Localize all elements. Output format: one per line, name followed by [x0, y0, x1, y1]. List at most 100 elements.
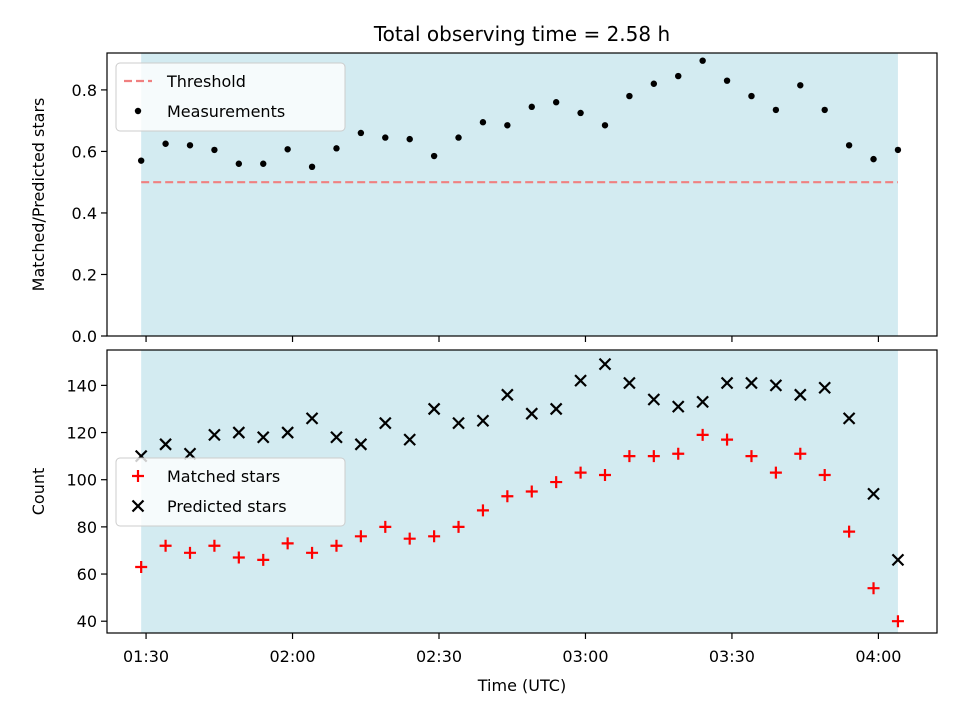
- matched-stars-point: [330, 539, 343, 552]
- matched-stars-point: [843, 525, 856, 538]
- matched-stars-point: [403, 532, 416, 545]
- measurement-point: [528, 103, 535, 111]
- series-predicted-stars: [134, 357, 905, 567]
- matched-stars-point: [818, 468, 831, 481]
- y-axis-label: Matched/Predicted stars: [29, 98, 48, 292]
- y-axis-label: Count: [29, 468, 48, 516]
- predicted-stars-point: [623, 376, 636, 390]
- measurement-point: [162, 140, 169, 147]
- x-tick-label: 01:30: [123, 647, 169, 666]
- predicted-stars-point: [818, 381, 831, 395]
- predicted-stars-point: [256, 430, 270, 444]
- matched-stars-point: [281, 537, 294, 550]
- predicted-stars-point: [891, 553, 905, 567]
- measurement-point: [211, 146, 218, 154]
- x-tick-label: 03:30: [709, 647, 755, 666]
- measurement-point: [430, 152, 438, 160]
- measurement-point: [260, 160, 267, 167]
- predicted-stars-point: [745, 376, 758, 390]
- matched-stars-point: [135, 560, 148, 573]
- matched-stars-point: [623, 450, 636, 463]
- legend-box: [115, 457, 346, 527]
- matched-stars-point: [867, 582, 880, 595]
- predicted-stars-point: [696, 395, 709, 409]
- measurement-point: [284, 146, 291, 153]
- measurement-point: [675, 72, 682, 80]
- y-tick-label: 0.0: [72, 327, 97, 346]
- matched-stars-point: [599, 468, 611, 481]
- measurement-point: [577, 109, 584, 117]
- legend: Threshold Measurements: [115, 62, 346, 132]
- predicted-stars-point: [720, 376, 734, 390]
- series-measurements: [137, 57, 902, 171]
- legend-label: Measurements: [167, 102, 285, 121]
- legend-entry: Threshold: [124, 72, 246, 91]
- measurement-point: [455, 134, 462, 141]
- predicted-stars-point: [305, 412, 319, 425]
- predicted-stars-point: [476, 414, 490, 428]
- legend: Matched stars Predicted stars: [115, 457, 346, 527]
- matched-stars-point: [721, 433, 734, 446]
- matched-stars-point: [428, 530, 441, 543]
- measurement-point: [748, 92, 755, 100]
- y-tick-label: 60: [77, 565, 97, 584]
- measurement-point: [406, 135, 413, 143]
- matched-stars-point: [452, 520, 465, 533]
- measurement-point: [601, 122, 609, 129]
- predicted-stars-point: [769, 379, 783, 392]
- legend-box: [115, 62, 346, 132]
- measurement-point: [845, 142, 853, 149]
- measurement-point: [333, 145, 340, 152]
- measurement-point: [382, 134, 389, 141]
- axes-frame: [106, 52, 938, 337]
- predicted-stars-point: [183, 447, 197, 461]
- predicted-stars-point: [867, 487, 880, 501]
- matched-stars-point: [574, 466, 587, 479]
- matched-stars-point: [501, 490, 514, 503]
- measurement-point: [504, 122, 511, 129]
- y-tick-label: 40: [77, 612, 97, 631]
- y-tick-label: 120: [66, 424, 97, 443]
- measurement-point: [894, 146, 902, 154]
- matched-stars-point: [647, 450, 660, 463]
- predicted-stars-point: [232, 426, 246, 439]
- legend-x-swatch: [131, 499, 145, 513]
- y-tick-label: 140: [66, 376, 97, 395]
- legend-label: Predicted stars: [167, 497, 287, 516]
- matched-stars-point: [354, 530, 367, 543]
- y-tick-label: 0.4: [72, 204, 97, 223]
- series-matched-stars: [135, 428, 904, 628]
- matched-stars-point: [891, 615, 904, 628]
- matched-stars-point: [379, 520, 392, 533]
- matched-stars-point: [208, 539, 221, 552]
- predicted-stars-point: [379, 416, 392, 430]
- predicted-stars-point: [330, 430, 343, 444]
- legend-dot-swatch: [134, 107, 142, 115]
- legend-plus-swatch: [132, 470, 144, 482]
- measurement-point: [772, 106, 780, 114]
- predicted-stars-point: [452, 416, 465, 430]
- predicted-stars-point: [501, 388, 514, 402]
- predicted-stars-point: [208, 428, 221, 442]
- measurement-point: [479, 119, 487, 126]
- measurement-point: [797, 82, 804, 89]
- x-tick-label: 02:00: [269, 647, 315, 666]
- matched-stars-point: [184, 546, 196, 559]
- chart-title: Total observing time = 2.58 h: [373, 22, 670, 46]
- measurement-point: [308, 163, 316, 171]
- measurement-point: [723, 77, 731, 84]
- x-tick-label: 02:30: [416, 647, 462, 666]
- matched-stars-point: [745, 450, 758, 463]
- measurement-point: [821, 106, 828, 114]
- matched-stars-point: [232, 551, 245, 564]
- predicted-stars-point: [598, 357, 612, 371]
- matched-stars-point: [672, 447, 685, 460]
- matched-stars-point: [525, 485, 538, 498]
- axes-frame: [106, 349, 938, 634]
- predicted-stars-point: [427, 402, 441, 416]
- predicted-stars-point: [671, 400, 685, 413]
- predicted-stars-point: [159, 438, 172, 451]
- measurement-point: [357, 129, 365, 137]
- legend-entry: Measurements: [134, 102, 285, 121]
- predicted-stars-point: [354, 438, 368, 451]
